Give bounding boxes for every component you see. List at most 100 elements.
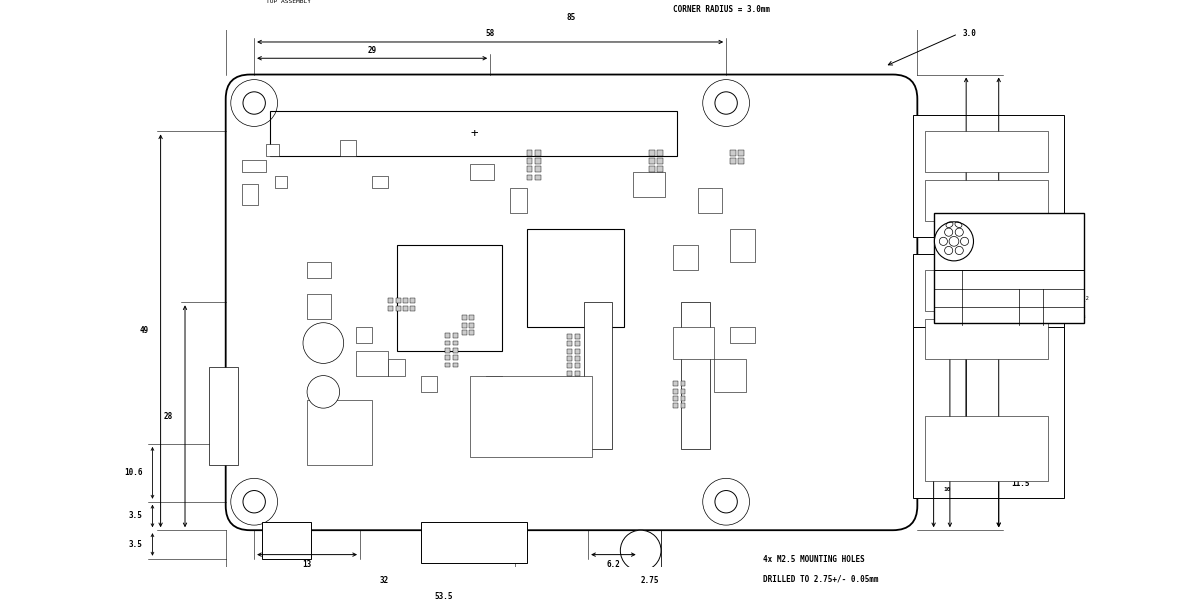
Bar bbox=[575, 341, 580, 346]
Bar bbox=[462, 330, 467, 335]
Bar bbox=[730, 327, 755, 343]
Bar bbox=[445, 362, 450, 367]
Bar bbox=[575, 349, 580, 353]
Text: 32: 32 bbox=[379, 576, 389, 585]
Bar bbox=[452, 333, 457, 338]
Bar bbox=[527, 229, 624, 327]
Bar bbox=[535, 150, 540, 156]
Bar bbox=[656, 150, 662, 156]
Text: DRAWN: DRAWN bbox=[936, 309, 949, 313]
Bar bbox=[372, 176, 389, 188]
Bar bbox=[649, 150, 654, 156]
Bar bbox=[913, 254, 1064, 376]
Text: © Raspberry Pi 2014: © Raspberry Pi 2014 bbox=[984, 253, 1044, 259]
Text: APVD: APVD bbox=[1021, 309, 1032, 313]
Bar bbox=[913, 327, 1064, 497]
Bar bbox=[925, 181, 1048, 221]
Bar bbox=[682, 302, 710, 449]
Bar bbox=[680, 403, 685, 408]
Bar bbox=[462, 316, 467, 320]
Bar bbox=[307, 262, 331, 278]
Circle shape bbox=[620, 530, 661, 571]
Bar bbox=[934, 213, 1084, 323]
Text: 3.0: 3.0 bbox=[962, 29, 976, 38]
Bar bbox=[656, 158, 662, 164]
Bar bbox=[925, 319, 1048, 359]
Text: 10.6: 10.6 bbox=[124, 469, 143, 478]
Bar bbox=[568, 334, 572, 339]
Text: RASPBERRY PI MODEL B+: RASPBERRY PI MODEL B+ bbox=[984, 277, 1062, 282]
Bar bbox=[470, 376, 592, 457]
Bar bbox=[527, 175, 533, 181]
Bar bbox=[270, 111, 677, 156]
Bar bbox=[568, 349, 572, 353]
Text: 13: 13 bbox=[302, 560, 312, 569]
Text: Raspberry Pi: Raspberry Pi bbox=[984, 223, 1055, 233]
Text: 53.5: 53.5 bbox=[434, 592, 452, 600]
Bar bbox=[568, 341, 572, 346]
Bar bbox=[925, 416, 1048, 481]
Bar bbox=[452, 362, 457, 367]
Bar bbox=[445, 348, 450, 353]
Bar bbox=[575, 364, 580, 368]
Bar bbox=[583, 302, 612, 449]
Bar bbox=[673, 381, 678, 386]
Bar bbox=[738, 150, 744, 156]
Bar bbox=[527, 150, 533, 156]
Text: TITLE: TITLE bbox=[936, 271, 949, 275]
Bar bbox=[575, 334, 580, 339]
Bar bbox=[697, 188, 722, 213]
Text: 3.5: 3.5 bbox=[128, 511, 143, 520]
Bar bbox=[535, 158, 540, 164]
Bar bbox=[510, 188, 527, 213]
Bar bbox=[403, 298, 408, 303]
Text: 58: 58 bbox=[486, 29, 494, 38]
Bar bbox=[307, 294, 331, 319]
Text: James Adams: James Adams bbox=[1050, 314, 1086, 319]
Bar bbox=[527, 158, 533, 164]
Bar bbox=[568, 364, 572, 368]
Text: 10: 10 bbox=[943, 487, 950, 492]
Bar bbox=[445, 341, 450, 346]
Circle shape bbox=[715, 92, 737, 114]
Bar bbox=[452, 341, 457, 346]
Bar bbox=[486, 376, 503, 392]
Bar bbox=[730, 158, 736, 164]
Text: DATE: DATE bbox=[936, 291, 947, 295]
Circle shape bbox=[935, 222, 973, 261]
Bar bbox=[389, 305, 394, 311]
Text: REF: REF bbox=[1021, 291, 1030, 295]
Bar bbox=[452, 348, 457, 353]
Bar bbox=[462, 323, 467, 328]
Bar bbox=[673, 389, 678, 394]
Bar bbox=[263, 522, 311, 559]
FancyBboxPatch shape bbox=[226, 74, 917, 530]
Bar bbox=[396, 298, 401, 303]
Bar bbox=[469, 323, 474, 328]
Bar bbox=[925, 131, 1048, 172]
Text: 29: 29 bbox=[367, 46, 377, 55]
Bar bbox=[680, 381, 685, 386]
Bar bbox=[673, 403, 678, 408]
Text: TOP ASSEMBLY: TOP ASSEMBLY bbox=[266, 0, 311, 4]
Bar bbox=[730, 150, 736, 156]
Text: 49: 49 bbox=[139, 326, 149, 335]
Text: 11.5: 11.5 bbox=[1010, 479, 1030, 488]
Bar bbox=[649, 158, 654, 164]
Bar bbox=[275, 176, 287, 188]
Circle shape bbox=[242, 92, 265, 114]
Text: 85: 85 bbox=[566, 13, 576, 22]
Bar bbox=[518, 392, 535, 408]
Bar bbox=[356, 351, 389, 376]
Bar bbox=[452, 355, 457, 360]
Bar bbox=[469, 330, 474, 335]
Bar bbox=[714, 359, 746, 392]
Bar bbox=[396, 305, 401, 311]
Bar bbox=[680, 389, 685, 394]
Bar bbox=[673, 396, 678, 401]
Text: 29: 29 bbox=[978, 334, 988, 343]
Text: 2.75: 2.75 bbox=[641, 576, 659, 585]
Bar bbox=[421, 376, 437, 392]
Text: 6.2: 6.2 bbox=[606, 560, 620, 569]
Bar bbox=[738, 158, 744, 164]
